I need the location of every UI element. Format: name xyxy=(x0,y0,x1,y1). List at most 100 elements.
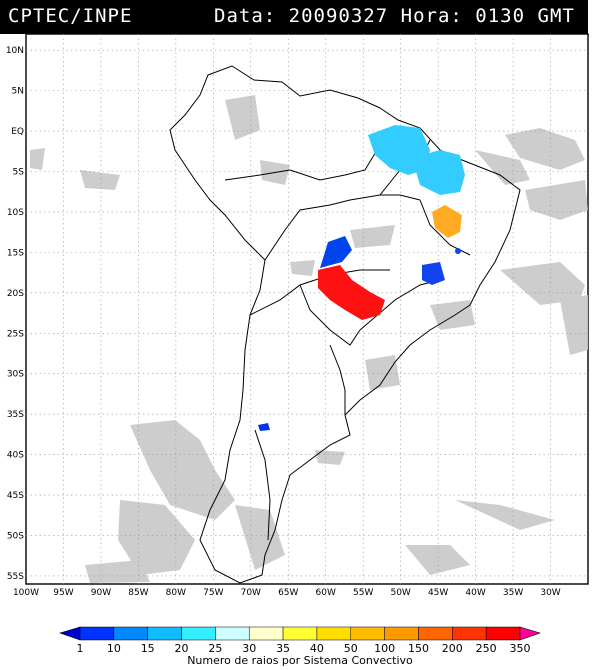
lon-tick-label: 85W xyxy=(128,588,148,598)
cloud-patch xyxy=(290,260,315,276)
cloud-patch xyxy=(315,450,345,465)
timestamp-label: Data: 20090327 Hora: 0130 GMT xyxy=(214,5,575,27)
colorbar-tick-label: 350 xyxy=(510,642,531,655)
colorbar-cell xyxy=(215,626,250,641)
colorbar-cell xyxy=(113,626,148,641)
colorbar-cell xyxy=(79,626,115,641)
lon-tick-label: 40W xyxy=(465,588,485,598)
colorbar-cell xyxy=(248,626,284,641)
colorbar-tick-label: 10 xyxy=(107,642,121,655)
cloud-patch xyxy=(405,545,470,575)
colorbar-cell xyxy=(384,626,419,641)
lon-tick-label: 30W xyxy=(540,588,560,598)
lat-tick-label: 50S xyxy=(7,531,24,541)
source-label: CPTEC/INPE xyxy=(8,5,133,27)
cloud-patch xyxy=(130,420,235,520)
cloud-patch xyxy=(430,300,475,330)
country-border xyxy=(224,169,291,181)
lon-tick-label: 80W xyxy=(166,588,186,598)
colorbar-tick-label: 1 xyxy=(77,642,84,655)
lat-tick-label: 5S xyxy=(13,168,25,178)
legend: 1 10 15 20 25 30 35 40 50 100 150 200 250 350 Numero … xyxy=(59,626,541,667)
date-label: Data: xyxy=(214,5,277,27)
legend-title: Numero de raios por Sistema Convectivo xyxy=(187,654,413,667)
lat-tick-label: 35S xyxy=(7,410,24,420)
system-minas xyxy=(422,262,445,285)
colorbar-cell xyxy=(350,626,385,641)
hour-label: Hora: xyxy=(400,5,463,27)
colorbar-tick-label: 100 xyxy=(374,642,395,655)
lon-tick-label: 55W xyxy=(353,588,373,598)
date-value: 20090327 xyxy=(288,5,389,27)
colorbar-cell xyxy=(316,626,352,641)
cloud-patch xyxy=(30,148,45,170)
cloud-cover xyxy=(30,95,588,583)
cloud-patch xyxy=(225,95,260,140)
cloud-patch xyxy=(365,355,400,390)
colorbar-tick-label: 40 xyxy=(310,642,324,655)
map-header: CPTEC/INPE Data: 20090327 Hora: 0130 GMT xyxy=(0,0,588,34)
colorbar-cell xyxy=(282,626,318,641)
colorbar-tick-label: 200 xyxy=(442,642,463,655)
system-paraguay xyxy=(318,265,385,320)
colorbar-cell xyxy=(485,626,521,641)
cloud-patch xyxy=(525,180,588,220)
colorbar-tick-label: 15 xyxy=(141,642,155,655)
country-border xyxy=(299,284,361,346)
system-mato-grosso xyxy=(320,236,352,268)
country-border xyxy=(264,194,421,261)
cloud-patch xyxy=(475,150,530,185)
cloud-patch xyxy=(235,505,285,570)
country-border xyxy=(249,269,390,316)
timezone-label: GMT xyxy=(537,5,575,27)
south-america-outline xyxy=(169,65,521,584)
colorbar-cell xyxy=(452,626,487,641)
colorbar-tick-label: 50 xyxy=(344,642,358,655)
lon-tick-label: 65W xyxy=(278,588,298,598)
lat-tick-label: EQ xyxy=(11,127,24,137)
system-bahia xyxy=(432,205,462,238)
country-border xyxy=(289,144,381,181)
lat-tick-label: 25S xyxy=(7,329,24,339)
lon-tick-label: 45W xyxy=(428,588,448,598)
colorbar-tick-label: 35 xyxy=(276,642,290,655)
lat-tick-label: 10N xyxy=(6,46,24,56)
lat-tick-label: 20S xyxy=(7,289,24,299)
country-border xyxy=(254,429,271,541)
cloud-patch xyxy=(350,225,395,248)
cloud-patch xyxy=(85,560,150,583)
lat-axis: 10N 5N EQ 5S 10S 15S 20S 25S 30S 35S 40S 45S 50S 55S xyxy=(6,46,24,582)
lon-tick-label: 60W xyxy=(316,588,336,598)
system-chile-small xyxy=(258,423,270,431)
lon-axis: 100W 95W 90W 85W 80W 75W 70W 65W 60W 55W 50W 45W 40W… xyxy=(13,588,561,598)
lat-tick-label: 45S xyxy=(7,491,24,501)
lon-tick-label: 90W xyxy=(91,588,111,598)
colorbar-tick-label: 25 xyxy=(208,642,222,655)
cloud-patch xyxy=(505,128,585,170)
lat-tick-label: 55S xyxy=(7,572,24,582)
lat-tick-label: 40S xyxy=(7,451,24,461)
hour-value: 0130 xyxy=(475,5,526,27)
colorbar-tick-label: 250 xyxy=(476,642,497,655)
lat-tick-label: 10S xyxy=(7,208,24,218)
system-northeast xyxy=(412,150,465,195)
colorbar-tick-label: 20 xyxy=(175,642,189,655)
lon-tick-label: 100W xyxy=(13,588,39,598)
colorbar-cell xyxy=(181,626,216,641)
colorbar-tick-label: 150 xyxy=(408,642,429,655)
lon-tick-label: 75W xyxy=(203,588,223,598)
cloud-patch xyxy=(560,295,588,355)
colorbar-tick-label: 30 xyxy=(242,642,256,655)
convective-systems xyxy=(258,125,465,431)
colorbar-cell xyxy=(147,626,182,641)
cloud-patch xyxy=(455,500,555,530)
lon-tick-label: 35W xyxy=(503,588,523,598)
cloud-patch xyxy=(80,170,120,190)
colorbar-cell xyxy=(418,626,453,641)
lat-tick-label: 15S xyxy=(7,248,24,258)
system-minas-small xyxy=(455,248,461,254)
map-frame xyxy=(25,33,589,585)
country-border xyxy=(329,344,346,415)
lon-tick-label: 95W xyxy=(53,588,73,598)
